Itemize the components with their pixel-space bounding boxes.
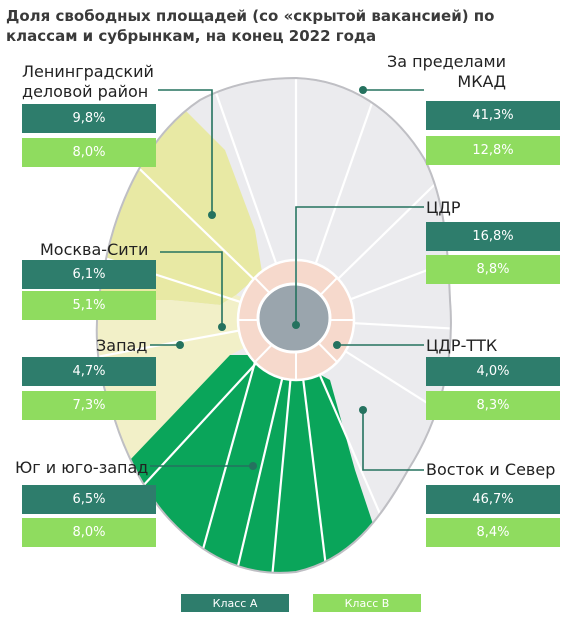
leningrad-class-a: 9,8% xyxy=(22,104,156,133)
south-class-a: 6,5% xyxy=(22,485,156,514)
west-class-b: 7,3% xyxy=(22,391,156,420)
marker-east xyxy=(359,406,367,414)
marker-south xyxy=(249,462,257,470)
east-north-class-b: 8,4% xyxy=(426,518,560,547)
marker-cbd xyxy=(292,321,300,329)
marker-west xyxy=(176,341,184,349)
legend-class-b: Класс В xyxy=(313,594,421,612)
label-cbd-ttk: ЦДР-ТТК xyxy=(426,336,498,355)
cbd-class-a: 16,8% xyxy=(426,222,560,251)
label-west: Запад xyxy=(96,336,148,355)
west-class-a: 4,7% xyxy=(22,357,156,386)
legend-class-a: Класс А xyxy=(181,594,289,612)
chart-title: Доля свободных площадей (со «скрытой вак… xyxy=(6,7,495,45)
city-class-b: 5,1% xyxy=(22,291,156,320)
label-outside: За пределами МКАД xyxy=(386,52,506,91)
label-cbd: ЦДР xyxy=(426,198,461,217)
label-leningrad: Ленинградский деловой район xyxy=(22,62,154,101)
cbd-ttk-class-a: 4,0% xyxy=(426,357,560,386)
west-zone xyxy=(96,295,262,470)
cbd-class-b: 8,8% xyxy=(426,255,560,284)
outside-class-a: 41,3% xyxy=(426,101,560,130)
leningrad-class-b: 8,0% xyxy=(22,138,156,167)
label-east-north: Восток и Север xyxy=(426,460,556,479)
leader-east xyxy=(362,410,424,471)
marker-outside xyxy=(359,86,367,94)
south-class-b: 8,0% xyxy=(22,518,156,547)
east-north-class-a: 46,7% xyxy=(426,485,560,514)
marker-city xyxy=(218,323,226,331)
south-zone xyxy=(130,355,380,573)
cbd-ttk-class-b: 8,3% xyxy=(426,391,560,420)
marker-leningrad xyxy=(208,211,216,219)
leader-cbd xyxy=(295,206,424,325)
city-class-a: 6,1% xyxy=(22,260,156,289)
marker-cbd-ttk xyxy=(333,341,341,349)
center-zone xyxy=(256,282,332,354)
outside-class-b: 12,8% xyxy=(426,136,560,165)
label-city: Москва-Сити xyxy=(40,240,149,259)
leader-city xyxy=(160,251,223,327)
label-south: Юг и юго-запад xyxy=(15,458,149,477)
leader-leningrad xyxy=(158,89,213,215)
